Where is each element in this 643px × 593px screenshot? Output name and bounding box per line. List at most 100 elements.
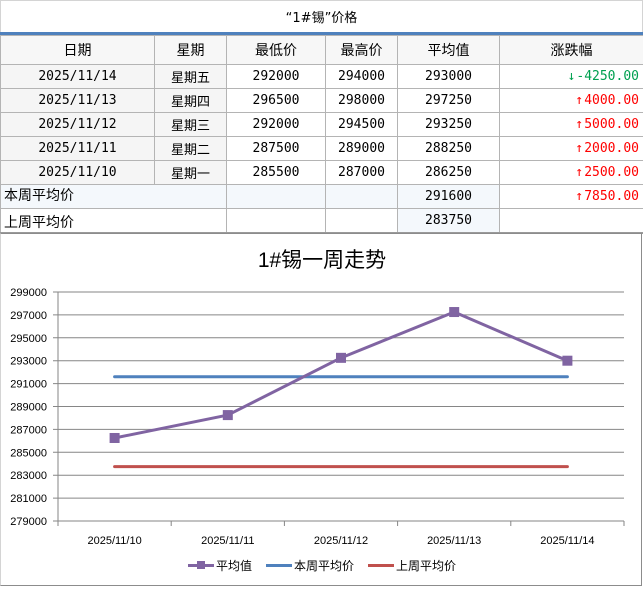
header-high[interactable]: 最高价 <box>325 35 398 65</box>
y-tick-label: 287000 <box>10 424 47 436</box>
legend-line-marker-icon <box>187 561 214 569</box>
trend-chart[interactable]: 299000 297000 295000 293000 291000 289000 2870… <box>0 233 642 586</box>
legend-line-icon <box>368 564 394 567</box>
change-value: 4000.00 <box>584 93 639 108</box>
cell-low[interactable]: 292000 <box>226 112 326 137</box>
legend-item-this-week[interactable]: 本周平均价 <box>265 557 354 574</box>
cell-weekday[interactable]: 星期五 <box>154 64 227 89</box>
this-week-label[interactable]: 本周平均价 <box>0 184 227 209</box>
x-tick-label: 2025/11/13 <box>427 535 481 547</box>
legend-label: 本周平均价 <box>293 559 354 573</box>
table-row: 2025/11/12 星期三 292000 294500 293250 ↑500… <box>0 112 643 137</box>
header-change[interactable]: 涨跌幅 <box>499 35 643 65</box>
cell-date[interactable]: 2025/11/13 <box>0 88 155 113</box>
data-point-marker[interactable] <box>562 355 573 366</box>
cell-date[interactable]: 2025/11/14 <box>0 64 155 89</box>
change-value: -4250.00 <box>576 69 639 84</box>
cell-weekday[interactable]: 星期四 <box>154 88 227 113</box>
arrow-up-icon: ↑ <box>575 189 584 204</box>
cell-low[interactable]: 287500 <box>226 136 326 161</box>
data-point-marker[interactable] <box>449 307 460 318</box>
last-week-row: 上周平均价 283750 <box>0 208 643 234</box>
header-weekday[interactable]: 星期 <box>154 35 227 65</box>
sheet-title-text: “1#锡”价格 <box>285 11 358 26</box>
arrow-down-icon: ↓ <box>567 69 576 84</box>
change-value: 2000.00 <box>584 141 639 156</box>
legend-line-icon <box>265 564 292 567</box>
legend-item-avg[interactable]: 平均值 <box>187 557 252 574</box>
chart-title: 1#锡一周走势 <box>257 249 387 272</box>
y-tick-label: 283000 <box>10 470 47 482</box>
chart-plot-area: 299000 297000 295000 293000 291000 289000 2870… <box>10 287 625 547</box>
arrow-up-icon: ↑ <box>575 141 584 156</box>
x-tick-label: 2025/11/14 <box>540 535 594 547</box>
series-line[interactable] <box>113 310 569 440</box>
last-week-change-empty[interactable] <box>499 208 643 234</box>
table-header-row: 日期 星期 最低价 最高价 平均值 涨跌幅 <box>0 35 643 65</box>
cell-weekday[interactable]: 星期三 <box>154 112 227 137</box>
cell-high[interactable]: 298000 <box>325 88 398 113</box>
x-tick-label: 2025/11/10 <box>87 535 141 547</box>
y-tick-label: 281000 <box>10 493 47 505</box>
cell-low-empty[interactable] <box>226 208 326 234</box>
table-row: 2025/11/11 星期二 287500 289000 288250 ↑200… <box>0 136 643 161</box>
cell-change[interactable]: ↑2500.00 <box>499 160 643 185</box>
cell-weekday[interactable]: 星期一 <box>154 160 227 185</box>
this-week-avg[interactable]: 291600 <box>397 184 500 209</box>
data-point-marker[interactable] <box>222 410 233 421</box>
header-low[interactable]: 最低价 <box>226 35 326 65</box>
cell-high-empty[interactable] <box>325 208 398 234</box>
change-value: 7850.00 <box>584 189 639 204</box>
data-point-marker[interactable] <box>336 352 346 363</box>
last-week-label[interactable]: 上周平均价 <box>0 208 227 234</box>
x-tick-label: 2025/11/12 <box>314 535 368 547</box>
header-date[interactable]: 日期 <box>0 35 155 65</box>
change-value: 2500.00 <box>584 165 639 180</box>
cell-avg[interactable]: 286250 <box>397 160 500 185</box>
this-week-row: 本周平均价 291600 ↑7850.00 <box>0 184 643 209</box>
cell-change[interactable]: ↓-4250.00 <box>499 64 643 89</box>
legend-label: 上周平均价 <box>396 559 457 573</box>
cell-high[interactable]: 294000 <box>325 64 398 89</box>
last-week-avg[interactable]: 283750 <box>397 208 500 234</box>
arrow-up-icon: ↑ <box>575 117 584 132</box>
price-table: 日期 星期 最低价 最高价 平均值 涨跌幅 2025/11/14 星期五 292… <box>0 35 643 234</box>
x-tick-label: 2025/11/11 <box>201 535 254 547</box>
cell-high[interactable]: 289000 <box>325 136 398 161</box>
cell-change[interactable]: ↑2000.00 <box>499 136 643 161</box>
cell-change[interactable]: ↑5000.00 <box>499 112 643 137</box>
cell-high-empty[interactable] <box>325 184 398 209</box>
cell-date[interactable]: 2025/11/11 <box>0 136 155 161</box>
y-tick-label: 293000 <box>10 356 47 368</box>
y-tick-label: 299000 <box>10 287 47 299</box>
cell-high[interactable]: 294500 <box>325 112 398 137</box>
cell-avg[interactable]: 293000 <box>397 64 500 89</box>
cell-avg[interactable]: 293250 <box>397 112 500 137</box>
title-divider <box>0 32 643 35</box>
cell-avg[interactable]: 288250 <box>397 136 500 161</box>
cell-weekday[interactable]: 星期二 <box>154 136 227 161</box>
table-row: 2025/11/13 星期四 296500 298000 297250 ↑400… <box>0 88 643 113</box>
table-row: 2025/11/10 星期一 285500 287000 286250 ↑250… <box>0 160 643 185</box>
cell-low[interactable]: 285500 <box>226 160 326 185</box>
cell-low-empty[interactable] <box>226 184 326 209</box>
legend-item-last-week[interactable]: 上周平均价 <box>368 557 456 574</box>
arrow-up-icon: ↑ <box>575 165 584 180</box>
cell-date[interactable]: 2025/11/12 <box>0 112 155 137</box>
this-week-change[interactable]: ↑7850.00 <box>499 184 643 209</box>
cell-low[interactable]: 292000 <box>226 64 326 89</box>
chart-legend: 平均值 本周平均价 上周平均价 <box>1 557 643 574</box>
change-value: 5000.00 <box>584 117 639 132</box>
header-avg[interactable]: 平均值 <box>397 35 500 65</box>
y-tick-label: 289000 <box>10 402 47 414</box>
cell-change[interactable]: ↑4000.00 <box>499 88 643 113</box>
y-tick-label: 285000 <box>10 447 47 459</box>
y-tick-label: 291000 <box>10 379 47 391</box>
arrow-up-icon: ↑ <box>575 93 584 108</box>
legend-label: 平均值 <box>215 559 252 573</box>
cell-low[interactable]: 296500 <box>226 88 326 113</box>
cell-date[interactable]: 2025/11/10 <box>0 160 155 185</box>
cell-high[interactable]: 287000 <box>325 160 398 185</box>
cell-avg[interactable]: 297250 <box>397 88 500 113</box>
data-point-marker[interactable] <box>109 432 120 443</box>
